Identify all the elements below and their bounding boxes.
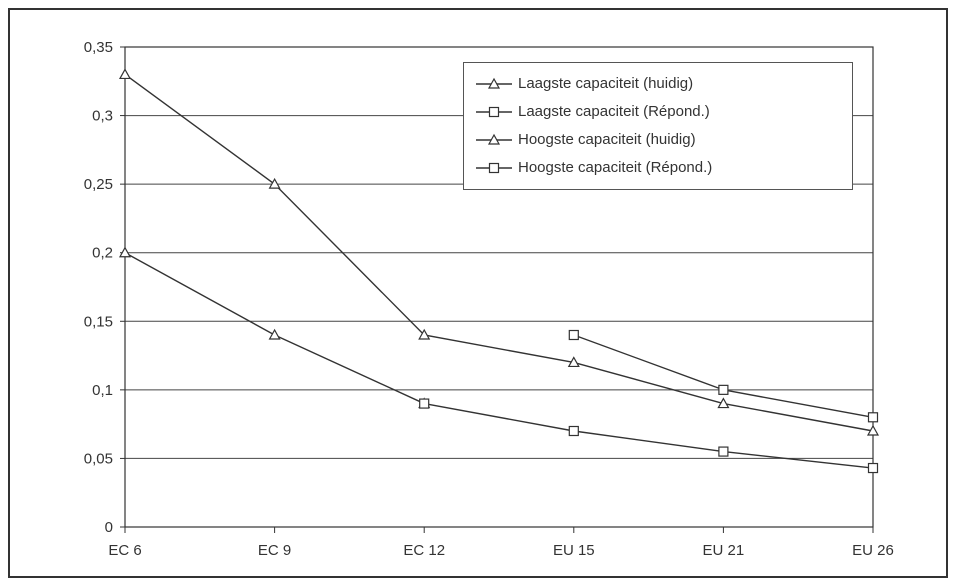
series-4: [568, 329, 879, 423]
legend-label: Laagste capaciteit (Répond.): [518, 103, 710, 120]
y-tick-label: 0,1: [92, 382, 113, 399]
series-line: [124, 73, 874, 432]
y-tick-label: 0,25: [84, 176, 113, 193]
legend-swatch: [476, 77, 512, 89]
legend-item: Laagste capaciteit (Répond.): [464, 101, 852, 123]
data-point: [717, 397, 730, 409]
x-tick-label: EU 21: [703, 542, 745, 559]
data-point: [418, 328, 431, 340]
legend-swatch: [476, 106, 512, 118]
legend-label: Hoogste capaciteit (Répond.): [518, 159, 713, 176]
legend-marker: [488, 162, 500, 174]
legend-marker: [487, 77, 501, 89]
data-point: [419, 398, 430, 409]
legend-item: Laagste capaciteit (huidig): [464, 73, 852, 95]
x-tick-label: EC 6: [108, 542, 141, 559]
legend-swatch: [476, 133, 512, 145]
y-tick-labels: 0 0,05 0,1 0,15 0,2 0,25 0,3 0,35: [84, 39, 113, 536]
y-tick-label: 0,3: [92, 108, 113, 125]
legend-marker: [487, 133, 501, 145]
data-point: [568, 425, 579, 437]
legend-item: Hoogste capaciteit (Répond.): [464, 157, 852, 179]
series-1: [118, 246, 431, 409]
y-tick-label: 0,2: [92, 245, 113, 262]
legend: Laagste capaciteit (huidig) Laagste capac…: [463, 62, 853, 190]
x-tick-labels: EC 6 EC 9 EC 12 EU 15 EU 21 EU 26: [108, 542, 894, 559]
data-point: [268, 328, 281, 340]
series-line: [124, 252, 425, 405]
data-point: [718, 384, 729, 395]
plot-area-border: [124, 46, 874, 528]
data-point: [867, 462, 879, 474]
data-point: [567, 356, 580, 368]
y-tick-label: 0,35: [84, 39, 113, 56]
data-point: [118, 246, 132, 258]
data-point: [718, 446, 729, 457]
data-point: [866, 424, 880, 436]
x-tick-label: EU 15: [553, 542, 595, 559]
legend-item: Hoogste capaciteit (huidig): [464, 129, 852, 151]
series-lines: [118, 68, 880, 474]
x-tick-label: EU 26: [852, 542, 894, 559]
legend-swatch: [476, 162, 512, 174]
series-3: [118, 68, 880, 436]
data-point: [867, 412, 879, 423]
legend-label: Hoogste capaciteit (huidig): [518, 131, 696, 148]
legend-label: Laagste capaciteit (huidig): [518, 75, 694, 92]
series-line: [424, 402, 874, 469]
y-tick-label: 0,15: [84, 313, 113, 330]
data-point: [268, 177, 281, 189]
y-tick-label: 0,05: [84, 450, 113, 467]
data-point: [568, 329, 579, 341]
x-tick-label: EC 12: [403, 542, 445, 559]
axes: [120, 46, 874, 533]
x-tick-label: EC 9: [258, 542, 291, 559]
data-point: [118, 68, 132, 80]
series-2: [419, 398, 879, 474]
legend-marker: [488, 106, 500, 118]
y-tick-label: 0: [105, 519, 113, 536]
